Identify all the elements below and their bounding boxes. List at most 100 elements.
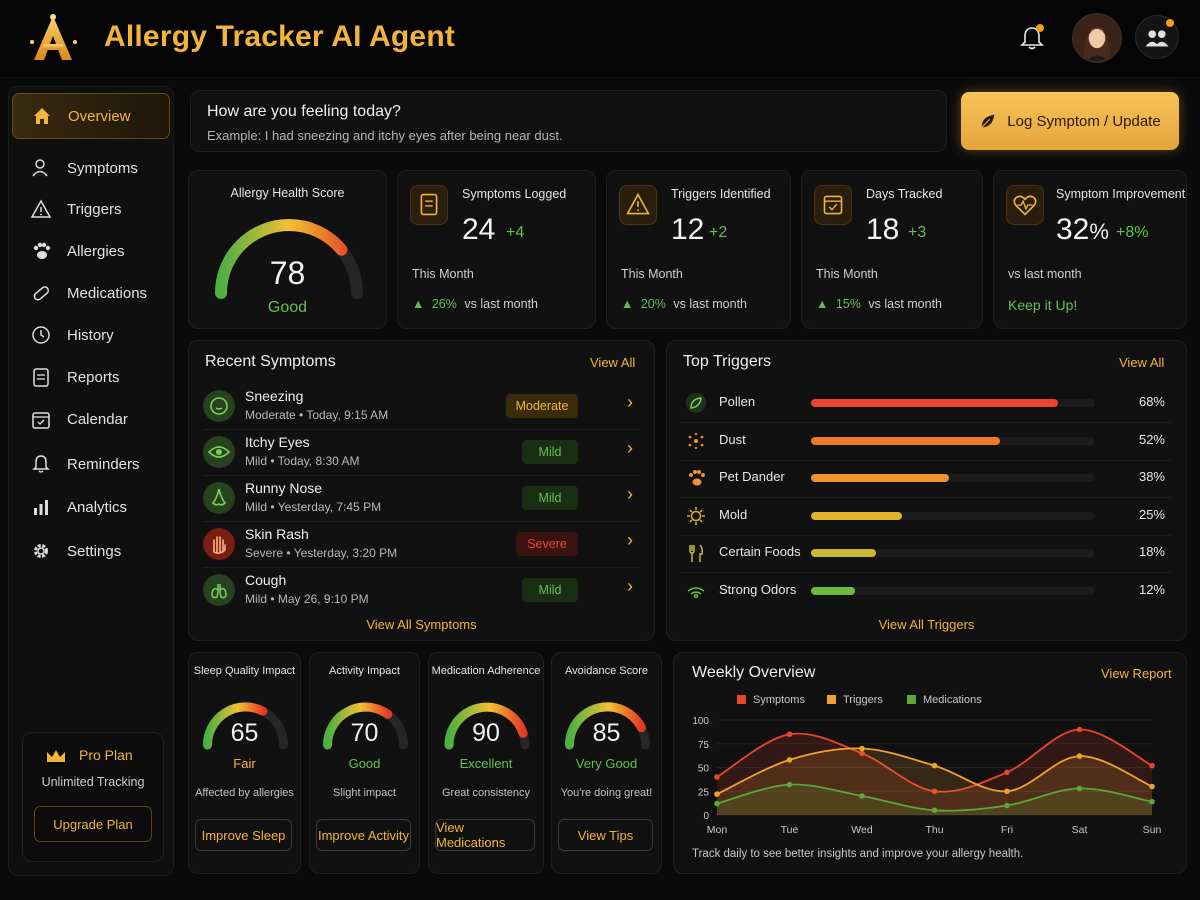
sidebar-item-medications[interactable]: Medications	[12, 270, 170, 316]
severity-badge: Moderate	[506, 394, 578, 418]
trigger-row[interactable]: Dust 52%	[681, 424, 1171, 461]
family-profiles-button[interactable]	[1135, 15, 1179, 59]
symptom-row[interactable]: Runny Nose Mild • Yesterday, 7:45 PM Mil…	[203, 478, 639, 524]
y-tick-label: 50	[698, 764, 710, 775]
row-divider	[681, 459, 1171, 461]
section-title: Top Triggers	[683, 353, 772, 370]
series-area	[717, 784, 1152, 815]
view-all-symptoms-link[interactable]: View All	[590, 355, 636, 370]
stat-delta: +4	[506, 224, 525, 241]
stat-trend: ▲ 15% vs last month	[816, 297, 942, 311]
data-point	[1076, 785, 1083, 792]
warning-icon	[30, 199, 52, 218]
gear-icon	[34, 544, 48, 558]
section-title: Recent Symptoms	[205, 353, 336, 370]
y-tick-label: 25	[698, 787, 710, 798]
symptom-row[interactable]: Itchy Eyes Mild • Today, 8:30 AM Mild ›	[203, 432, 639, 478]
home-icon	[34, 108, 50, 124]
view-report-link[interactable]: View Report	[1101, 666, 1172, 681]
sidebar-item-settings[interactable]: Settings	[12, 528, 170, 574]
sidebar-item-symptoms[interactable]: Symptoms	[12, 145, 170, 191]
sidebar-item-reminders[interactable]: Reminders	[12, 441, 170, 487]
user-avatar[interactable]	[1072, 13, 1122, 63]
gauge-title: Sleep Quality Impact	[193, 665, 296, 677]
symptom-time: May 26, 9:10 PM	[277, 592, 369, 606]
symptom-time: Today, 9:15 AM	[306, 408, 389, 422]
trend-up-icon: ▲	[816, 297, 829, 311]
chevron-right-icon[interactable]: ›	[627, 438, 633, 458]
legend-swatch	[827, 695, 836, 704]
gauge-description: Slight impact	[333, 787, 396, 799]
x-tick-label: Thu	[925, 824, 943, 836]
trigger-row[interactable]: Certain Foods 18%	[681, 536, 1171, 573]
symptom-severity: Moderate	[245, 408, 296, 422]
chevron-right-icon[interactable]: ›	[627, 392, 633, 412]
stat-trend: ▲ 20% vs last month	[621, 297, 747, 311]
sidebar-item-analytics[interactable]: Analytics	[12, 484, 170, 530]
sidebar-item-calendar[interactable]: Calendar	[12, 396, 170, 442]
sidebar-item-overview[interactable]: Overview	[12, 93, 170, 139]
food-icon	[689, 544, 703, 563]
trigger-row[interactable]: Pet Dander 38%	[681, 461, 1171, 498]
chevron-right-icon[interactable]: ›	[627, 530, 633, 550]
section-title: Weekly Overview	[692, 664, 816, 681]
view-all-triggers-link[interactable]: View All	[1119, 355, 1165, 370]
y-tick-label: 100	[692, 716, 709, 727]
history-icon	[32, 326, 50, 344]
sidebar-item-history[interactable]: History	[12, 312, 170, 358]
improve-activity-button[interactable]: Improve Activity	[316, 819, 411, 851]
trigger-row[interactable]: Strong Odors 12%	[681, 574, 1171, 611]
data-point	[1004, 788, 1010, 795]
gauge-description: Affected by allergies	[195, 787, 294, 799]
symptom-row[interactable]: Cough Mild • May 26, 9:10 PM Mild ›	[203, 570, 639, 616]
notification-bell-icon[interactable]	[1018, 24, 1046, 52]
trigger-row[interactable]: Pollen 68%	[681, 386, 1171, 423]
symptom-row[interactable]: Sneezing Moderate • Today, 9:15 AM Moder…	[203, 386, 639, 432]
trigger-bar-track	[811, 436, 1095, 445]
sidebar-item-label: History	[67, 326, 114, 344]
lungs-icon	[203, 574, 235, 606]
trigger-bar-fill	[811, 399, 1058, 407]
chevron-right-icon[interactable]: ›	[627, 484, 633, 504]
mold-spore-icon	[687, 506, 705, 525]
symptom-row[interactable]: Skin Rash Severe • Yesterday, 3:20 PM Se…	[203, 524, 639, 570]
upgrade-plan-button[interactable]: Upgrade Plan	[34, 806, 152, 842]
calendar-icon	[814, 185, 852, 225]
stat-value-number: 32	[1056, 213, 1090, 246]
stat-period: This Month	[621, 267, 683, 281]
chevron-right-icon[interactable]: ›	[627, 576, 633, 596]
improve-sleep-button[interactable]: Improve Sleep	[195, 819, 292, 851]
trigger-name: Mold	[719, 506, 748, 522]
warning-icon	[619, 185, 657, 225]
dust-icon	[688, 432, 704, 449]
trigger-name: Pollen	[719, 394, 756, 409]
stat-label: Days Tracked	[866, 187, 943, 201]
symptom-meta: Mild • May 26, 9:10 PM	[245, 592, 369, 606]
log-symptom-button[interactable]: Log Symptom / Update	[961, 92, 1179, 150]
symptom-time: Today, 8:30 AM	[277, 454, 360, 468]
sidebar-item-reports[interactable]: Reports	[12, 354, 170, 400]
sidebar-item-triggers[interactable]: Triggers	[12, 186, 170, 232]
symptoms-logged-card: Symptoms Logged 24 +4 This Month ▲ 26% v…	[397, 170, 596, 329]
sidebar-item-allergies[interactable]: Allergies	[12, 228, 170, 274]
view-all-triggers-footer-link[interactable]: View All Triggers	[878, 617, 975, 632]
sidebar-item-label: Calendar	[67, 410, 128, 428]
trigger-row[interactable]: Mold 25%	[681, 499, 1171, 536]
prompt-example: Example: I had sneezing and itchy eyes a…	[207, 128, 563, 143]
feeling-prompt-input[interactable]: How are you feeling today? Example: I ha…	[190, 90, 947, 152]
symptom-name: Cough	[245, 572, 287, 588]
pro-plan-box: Pro Plan Unlimited Tracking Upgrade Plan	[22, 732, 164, 862]
bar-chart-icon	[34, 500, 48, 515]
view-all-symptoms-footer-link[interactable]: View All Symptoms	[366, 617, 477, 632]
app-title: Allergy Tracker AI Agent	[104, 20, 456, 53]
gauge-value: 70	[350, 719, 379, 747]
stat-delta: +2	[709, 224, 728, 241]
gauge-title: Medication Adherence	[431, 665, 541, 677]
view-medications-button[interactable]: View Medications	[435, 819, 535, 851]
symptom-improvement-card: Symptom Improvement 32% +8% vs last mont…	[993, 170, 1187, 329]
health-score-label: Good	[267, 299, 308, 316]
paw-icon	[33, 242, 51, 259]
pill-icon	[33, 286, 50, 301]
view-tips-button[interactable]: View Tips	[558, 819, 653, 851]
severity-badge: Mild	[522, 486, 578, 510]
